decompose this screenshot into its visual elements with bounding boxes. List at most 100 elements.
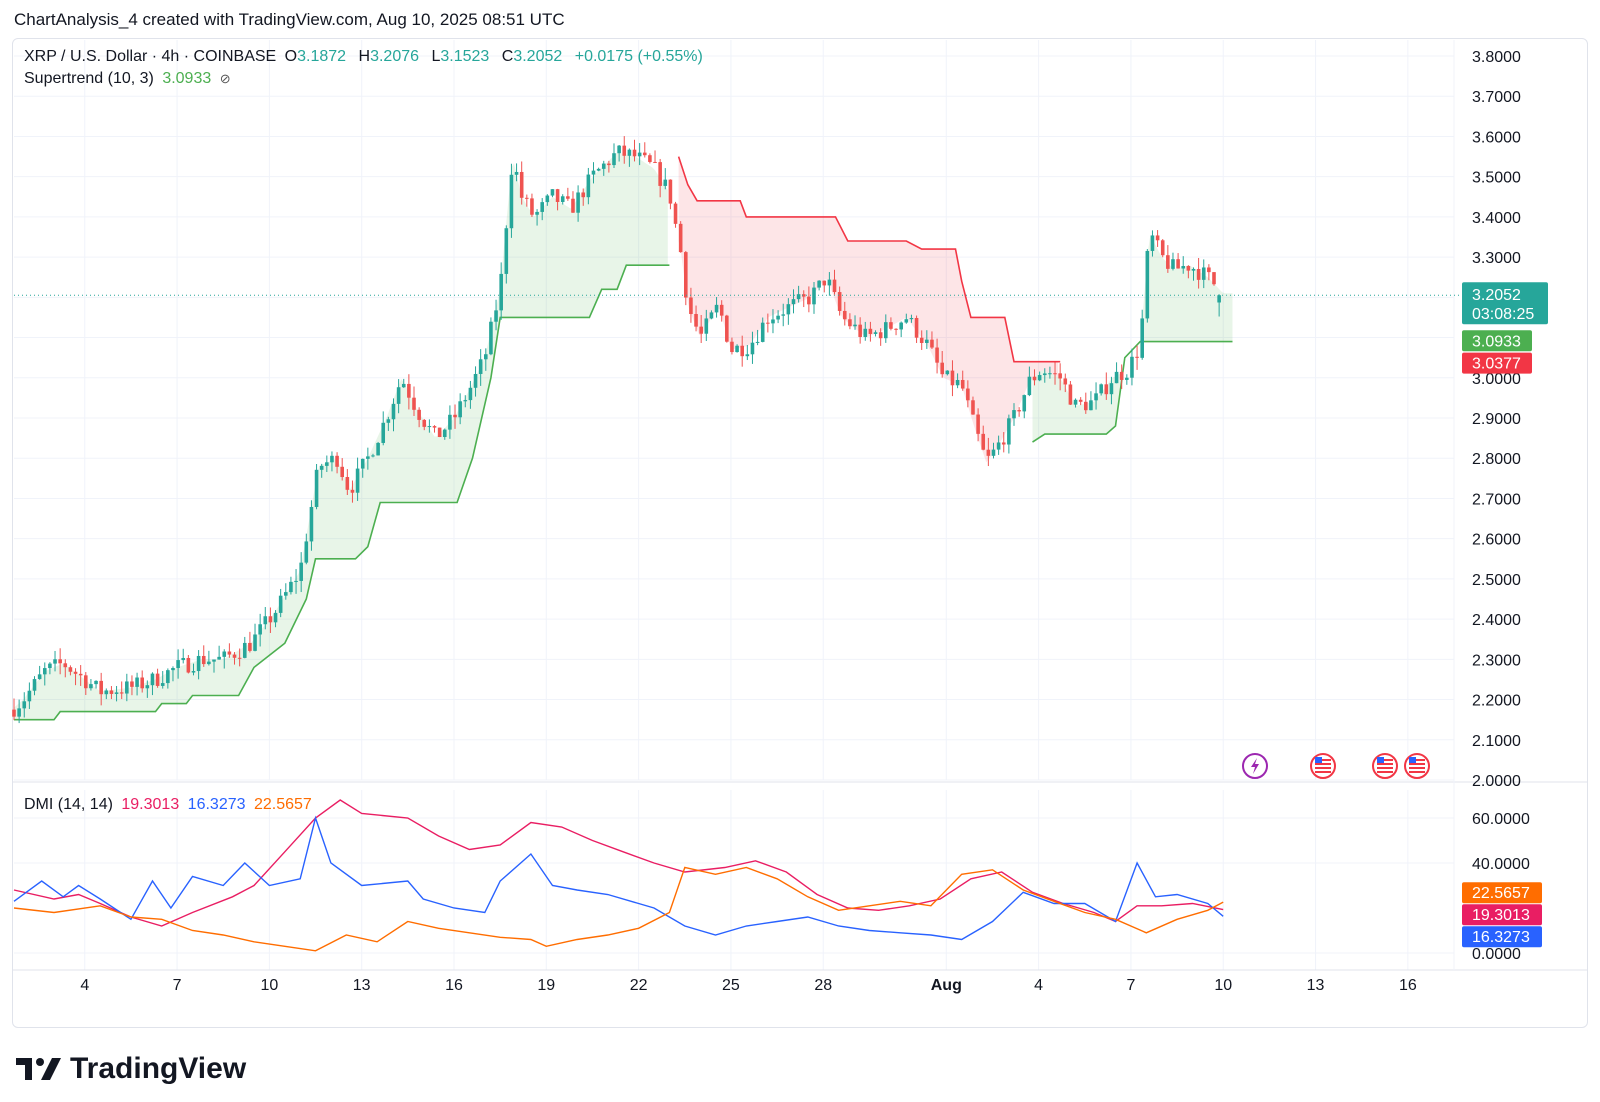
- candle-body: [119, 692, 124, 694]
- price-tick-label: 3.4000: [1472, 210, 1521, 227]
- candle-body: [53, 659, 57, 664]
- candle-body: [709, 312, 714, 319]
- time-tick-label: 10: [1214, 977, 1232, 994]
- candle-body: [345, 477, 350, 490]
- candle-body: [335, 455, 339, 467]
- candle-body: [391, 403, 396, 420]
- candle-body: [32, 679, 37, 691]
- candle-body: [314, 469, 319, 507]
- eye-off-icon[interactable]: ⊘: [219, 71, 231, 86]
- tradingview-logo[interactable]: TradingView: [16, 1052, 246, 1086]
- candle-body: [807, 296, 811, 305]
- candle-body: [437, 427, 442, 438]
- candle-body: [632, 149, 637, 157]
- bar-countdown-label: 03:08:25: [1472, 306, 1534, 323]
- candle-body: [648, 155, 652, 162]
- candle-body: [78, 673, 83, 676]
- candle-body: [1037, 375, 1042, 381]
- candle-body: [637, 152, 642, 157]
- candle-body: [376, 442, 380, 456]
- candle-body: [617, 145, 621, 154]
- candle-body: [63, 663, 68, 668]
- candle-body: [48, 663, 52, 669]
- candle-body: [673, 203, 678, 224]
- candle-body: [432, 426, 437, 428]
- candle-body: [1207, 267, 1211, 273]
- price-tick-label: 2.8000: [1472, 451, 1521, 468]
- price-change: +0.0175 (+0.55%): [574, 48, 703, 65]
- dmi-tick-label: 0.0000: [1472, 946, 1521, 963]
- candle-body: [991, 449, 996, 456]
- candle-body: [484, 354, 488, 360]
- candle-body: [1109, 383, 1114, 395]
- lightning-bolt: [1251, 758, 1259, 774]
- candle-body: [396, 387, 401, 404]
- candle-body: [407, 383, 411, 398]
- symbol-label[interactable]: XRP / U.S. Dollar · 4h · COINBASE: [24, 48, 277, 65]
- candle-body: [94, 680, 98, 685]
- ohlc-open: O3.1872: [284, 48, 347, 65]
- candle-body: [894, 328, 898, 330]
- candle-body: [878, 332, 883, 339]
- ohlc-low: L3.1523: [431, 48, 490, 65]
- candle-body: [550, 189, 555, 196]
- candle-body: [858, 324, 862, 337]
- candle-body: [278, 595, 283, 613]
- candle-body: [207, 661, 211, 665]
- candle-body: [740, 345, 744, 357]
- flag-canton: [1409, 757, 1416, 763]
- supertrend-up-price: 3.0933: [1472, 333, 1521, 350]
- candle-body: [925, 339, 929, 343]
- price-tick-label: 2.3000: [1472, 652, 1521, 669]
- candle-body: [576, 192, 580, 213]
- supertrend-down-price: 3.0377: [1472, 356, 1521, 373]
- candle-body: [289, 581, 293, 593]
- candle-body: [299, 562, 303, 581]
- candle-body: [27, 690, 32, 702]
- candle-body: [689, 297, 693, 315]
- candle-body: [1084, 401, 1088, 411]
- candle-body: [853, 324, 857, 327]
- candle-body: [725, 315, 729, 342]
- candle-body: [668, 179, 673, 204]
- candle-body: [1017, 410, 1021, 412]
- candle-body: [760, 322, 765, 342]
- dmi-legend[interactable]: DMI (14, 14) 19.3013 16.3273 22.5657: [24, 796, 316, 814]
- candle-body: [171, 667, 175, 671]
- supertrend-up-line: [14, 264, 670, 721]
- candle-body: [160, 683, 165, 686]
- candle-body: [268, 616, 273, 623]
- candle-body: [125, 681, 129, 694]
- candle-body: [950, 370, 955, 386]
- candle-body: [263, 616, 268, 625]
- supertrend-down-badge: [1462, 352, 1532, 374]
- chart-frame: [12, 38, 1588, 1028]
- candle-body: [166, 670, 170, 684]
- candle-body: [581, 192, 586, 198]
- candle-body: [1007, 418, 1011, 445]
- candle-body: [468, 387, 473, 401]
- candle-body: [22, 701, 27, 709]
- candle-body: [945, 370, 950, 375]
- candle-body: [571, 198, 575, 213]
- candle-body: [971, 400, 975, 415]
- candle-body: [473, 373, 478, 388]
- dmi-plus-badge-label: 19.3013: [1472, 907, 1530, 924]
- supertrend-legend[interactable]: Supertrend (10, 3) 3.0933 ⊘: [24, 70, 235, 88]
- chart-canvas[interactable]: 3.8000 3.7000 3.6000 3.5000 3.4000 3.3000 3.20…: [0, 0, 1600, 1040]
- dmi-adx-badge-label: 22.5657: [1472, 885, 1530, 902]
- candle-body: [176, 660, 180, 668]
- dmi-minus-value: 16.3273: [187, 796, 246, 813]
- candle-body: [99, 680, 103, 695]
- candle-body: [217, 656, 221, 660]
- price-tick-label: 2.4000: [1472, 612, 1521, 629]
- candle-body: [842, 310, 847, 320]
- candle-body: [1155, 235, 1160, 241]
- candle-body: [766, 322, 770, 324]
- candle-body: [499, 273, 503, 311]
- candle-body: [309, 506, 314, 542]
- candle-body: [1160, 240, 1165, 256]
- candle-body: [1150, 235, 1155, 251]
- dmi-tick-label: 60.0000: [1472, 811, 1530, 828]
- candle-body: [612, 153, 616, 166]
